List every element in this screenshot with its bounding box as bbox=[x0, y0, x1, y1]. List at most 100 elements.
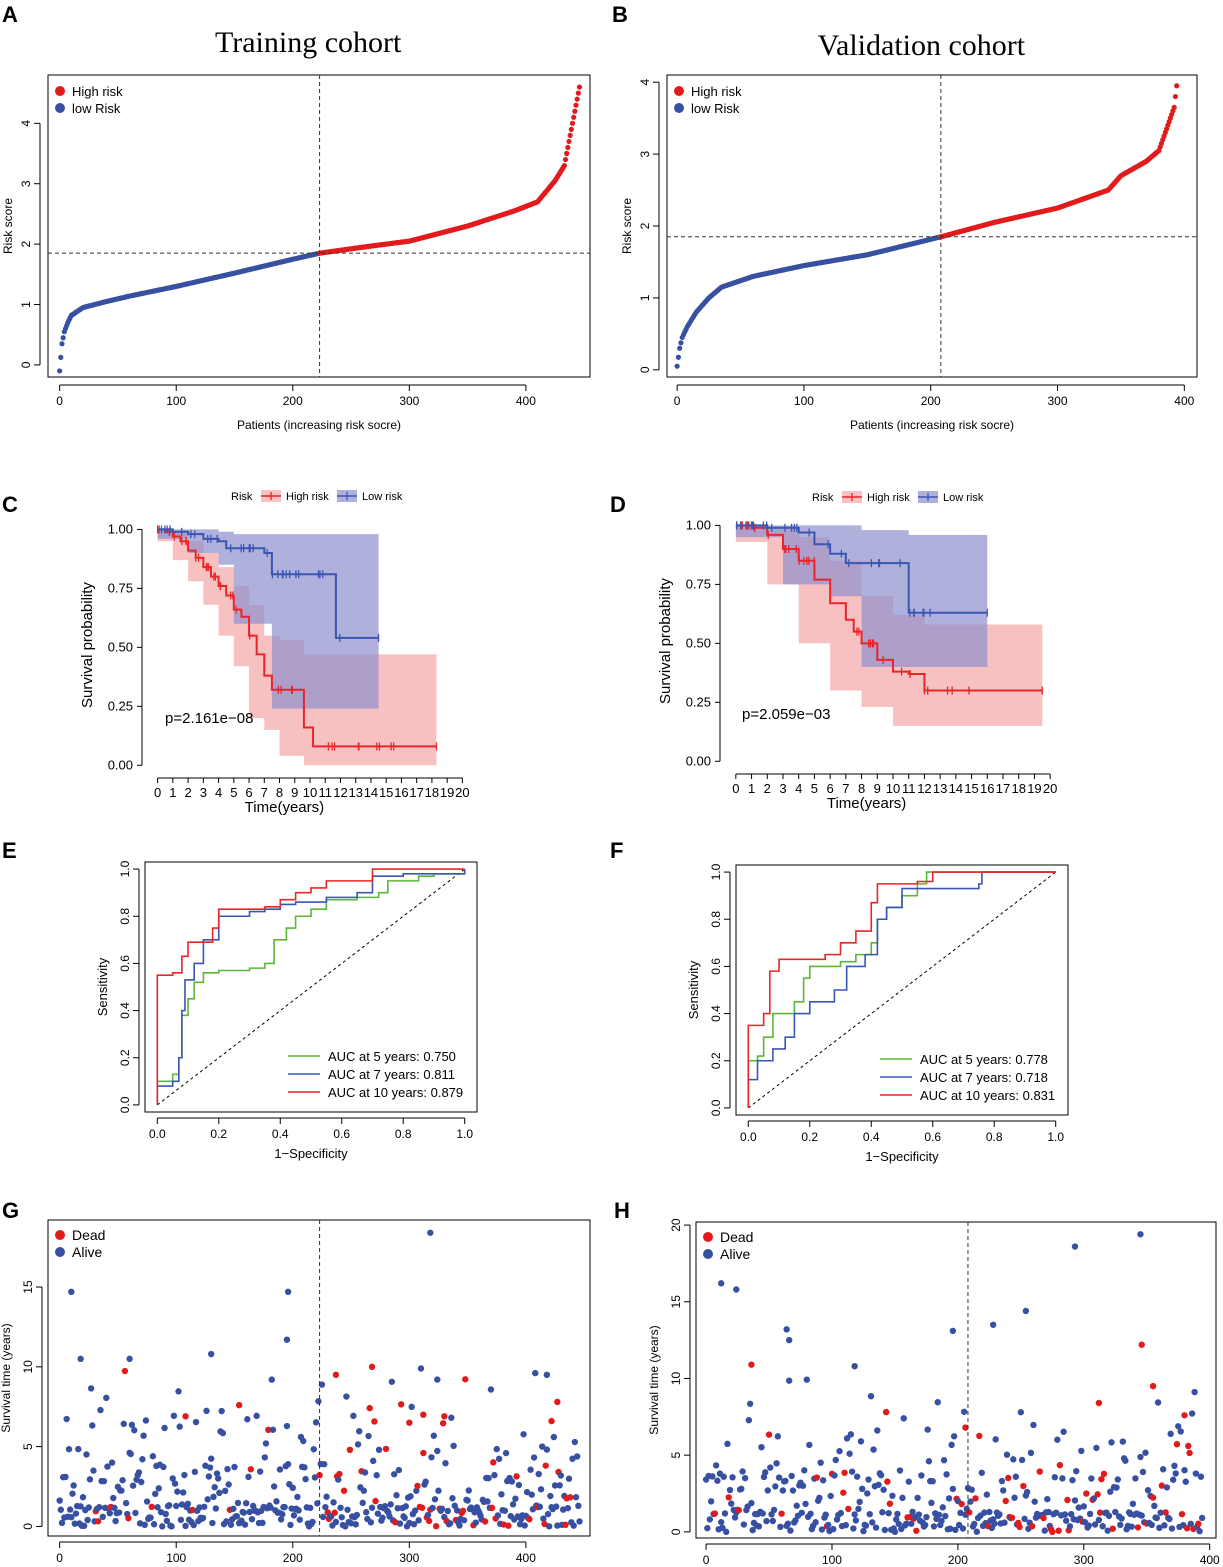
data-point bbox=[374, 1510, 382, 1517]
y-tick-label: 1.00 bbox=[108, 521, 133, 536]
data-point bbox=[1162, 1509, 1169, 1516]
data-point bbox=[983, 1491, 991, 1498]
y-tick-label: 3 bbox=[19, 180, 33, 187]
data-point bbox=[177, 1516, 185, 1524]
legend-marker bbox=[55, 103, 65, 113]
x-tick-label: 300 bbox=[399, 1551, 419, 1565]
data-point bbox=[205, 1473, 213, 1480]
data-point bbox=[505, 1522, 512, 1529]
data-point bbox=[502, 1449, 510, 1457]
data-point bbox=[155, 1485, 162, 1492]
data-point bbox=[159, 1523, 166, 1530]
data-point bbox=[1118, 1515, 1125, 1522]
data-point bbox=[819, 1477, 827, 1484]
data-point bbox=[535, 1470, 542, 1478]
data-point bbox=[58, 354, 64, 360]
data-point bbox=[418, 1504, 426, 1511]
x-axis-label: Time(years) bbox=[827, 795, 906, 812]
data-point bbox=[350, 1412, 357, 1420]
legend: Risk High risk Low risk bbox=[812, 491, 984, 504]
data-point bbox=[126, 1355, 133, 1363]
data-point bbox=[182, 1522, 189, 1530]
roc-curve bbox=[747, 871, 1056, 1108]
data-point bbox=[930, 1523, 938, 1530]
data-point bbox=[338, 1514, 345, 1521]
data-point bbox=[231, 1463, 238, 1471]
data-point bbox=[675, 354, 682, 360]
x-tick-label: 0.6 bbox=[333, 1127, 350, 1141]
x-tick-label: 0.2 bbox=[210, 1127, 227, 1141]
data-point bbox=[162, 1510, 169, 1518]
x-tick-label: 0 bbox=[154, 785, 161, 800]
data-point bbox=[799, 1482, 807, 1489]
data-point bbox=[160, 1463, 167, 1471]
legend-label: Low risk bbox=[943, 492, 984, 504]
x-tick-label: 14 bbox=[949, 781, 963, 796]
data-point bbox=[120, 1420, 127, 1428]
x-axis-label: Patients (increasing risk socre) bbox=[850, 418, 1014, 432]
data-point bbox=[100, 1477, 108, 1485]
data-point bbox=[947, 1525, 954, 1532]
legend-label: Low risk bbox=[362, 491, 403, 503]
data-point bbox=[1083, 1490, 1090, 1497]
data-point bbox=[822, 1511, 829, 1518]
x-tick-label: 8 bbox=[276, 785, 283, 800]
data-point bbox=[174, 1488, 181, 1495]
data-point bbox=[755, 1523, 763, 1530]
x-tick-label: 20 bbox=[455, 785, 469, 800]
y-tick-label: 4 bbox=[19, 120, 33, 127]
data-point bbox=[1173, 1440, 1181, 1448]
data-point bbox=[891, 1528, 899, 1536]
legend-title: Risk bbox=[231, 491, 253, 503]
x-tick-label: 0.0 bbox=[149, 1127, 166, 1141]
data-point bbox=[905, 1478, 912, 1485]
data-point bbox=[112, 1517, 119, 1525]
data-point bbox=[1181, 1466, 1188, 1474]
data-point bbox=[968, 1486, 975, 1493]
data-point bbox=[1020, 1482, 1027, 1490]
data-point bbox=[1198, 1514, 1206, 1522]
data-point bbox=[284, 1288, 292, 1296]
data-point bbox=[210, 1493, 217, 1501]
legend-label: low Risk bbox=[691, 101, 740, 116]
data-point bbox=[900, 1415, 907, 1422]
data-point bbox=[1041, 1527, 1048, 1534]
data-point bbox=[769, 1517, 777, 1525]
data-point bbox=[860, 1527, 867, 1535]
y-tick-label: 0.25 bbox=[108, 698, 133, 713]
legend-title: Risk bbox=[812, 492, 834, 504]
data-point bbox=[173, 1502, 180, 1510]
data-point bbox=[372, 1497, 379, 1505]
data-point bbox=[387, 1501, 394, 1508]
data-point bbox=[68, 1288, 75, 1296]
data-point bbox=[725, 1494, 732, 1501]
data-point bbox=[567, 132, 573, 138]
data-point bbox=[270, 1483, 278, 1490]
data-point bbox=[513, 1473, 520, 1480]
roc-curve bbox=[156, 868, 465, 1105]
data-point bbox=[1156, 1524, 1163, 1532]
data-point bbox=[1098, 1475, 1105, 1483]
legend-label: High risk bbox=[72, 84, 123, 99]
data-point bbox=[438, 1505, 446, 1513]
data-point bbox=[200, 1503, 208, 1510]
x-tick-label: 20 bbox=[1043, 781, 1057, 796]
data-point bbox=[342, 1523, 349, 1530]
data-point bbox=[1138, 1512, 1145, 1519]
data-point bbox=[731, 1514, 739, 1521]
data-point bbox=[99, 1513, 106, 1521]
data-point bbox=[894, 1510, 901, 1518]
x-tick-label: 400 bbox=[1200, 1553, 1220, 1567]
data-point bbox=[914, 1494, 921, 1502]
data-point bbox=[331, 1509, 338, 1516]
data-point bbox=[1171, 104, 1177, 110]
data-point bbox=[1056, 1461, 1064, 1469]
data-point bbox=[332, 1518, 340, 1526]
data-point bbox=[318, 1381, 326, 1388]
data-point bbox=[818, 1526, 826, 1533]
data-point bbox=[870, 1446, 877, 1453]
data-point bbox=[277, 1516, 285, 1523]
data-point bbox=[778, 1510, 785, 1517]
chart-title: Training cohort bbox=[215, 26, 402, 59]
data-point bbox=[108, 1459, 116, 1466]
